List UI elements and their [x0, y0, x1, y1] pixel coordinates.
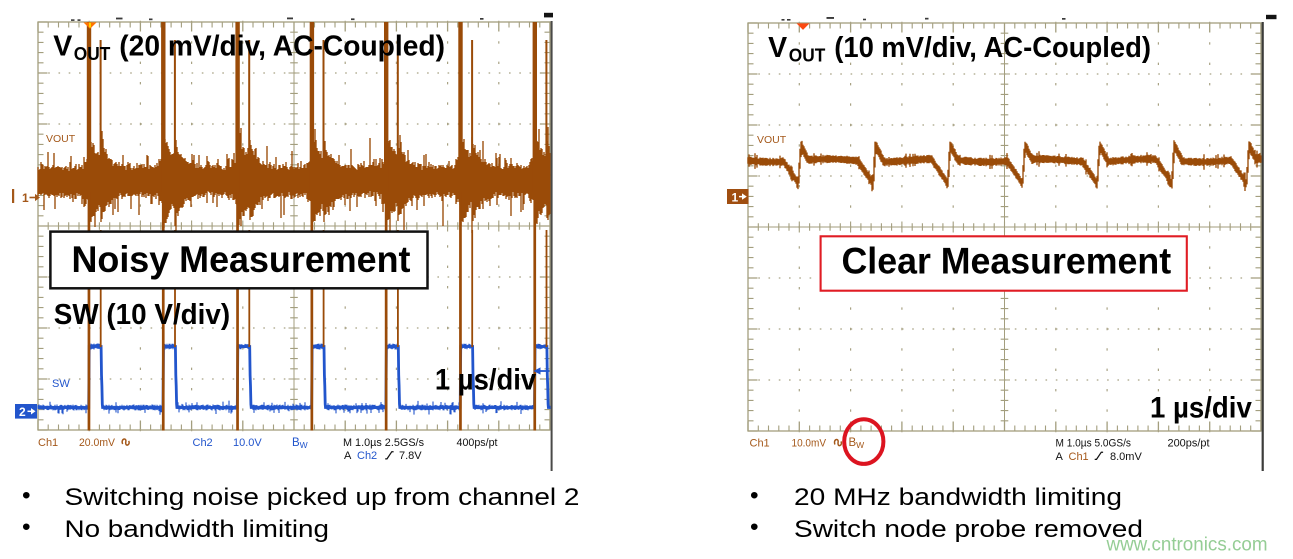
svg-text:1: 1 [22, 191, 29, 205]
svg-text:BW: BW [292, 437, 308, 450]
svg-text:200ps/pt: 200ps/pt [1168, 438, 1210, 450]
svg-text:Ch2: Ch2 [193, 437, 213, 449]
svg-text:VOUT: VOUT [46, 133, 76, 145]
svg-text:A: A [344, 450, 352, 462]
svg-text:2: 2 [19, 405, 26, 419]
svg-text:1 µs/div: 1 µs/div [435, 364, 537, 397]
svg-text:Switch node probe removed: Switch node probe removed [794, 516, 1143, 543]
svg-text:V: V [768, 32, 787, 64]
svg-text:Ch1: Ch1 [1069, 451, 1089, 463]
svg-text:OUT: OUT [789, 46, 826, 66]
svg-text:OUT: OUT [74, 44, 111, 64]
svg-text:Noisy Measurement: Noisy Measurement [72, 238, 411, 280]
svg-text:SW: SW [52, 378, 70, 390]
svg-text:•: • [22, 482, 31, 509]
svg-text:A: A [1056, 451, 1064, 463]
svg-text:(10 mV/div, AC-Coupled): (10 mV/div, AC-Coupled) [834, 32, 1151, 64]
svg-text:V: V [53, 31, 72, 63]
svg-text:400ps/pt: 400ps/pt [457, 437, 498, 449]
svg-text:•: • [750, 514, 759, 541]
svg-text:Ch1: Ch1 [750, 438, 770, 450]
svg-text:•: • [22, 514, 31, 541]
svg-text:BW: BW [849, 437, 865, 450]
svg-text:Ch1: Ch1 [38, 437, 58, 449]
svg-text:10.0V: 10.0V [233, 437, 262, 449]
svg-text:•: • [750, 482, 759, 509]
svg-text:No bandwidth limiting: No bandwidth limiting [65, 516, 330, 543]
svg-text:M 1.0µs 2.5GS/s: M 1.0µs 2.5GS/s [343, 437, 424, 449]
svg-text:Switching noise picked up from: Switching noise picked up from channel 2 [65, 484, 580, 511]
svg-text:VOUT: VOUT [757, 134, 787, 146]
svg-text:7.8V: 7.8V [399, 450, 422, 462]
svg-text:(20 mV/div, AC-Coupled): (20 mV/div, AC-Coupled) [119, 31, 445, 63]
svg-text:20.0mV: 20.0mV [79, 437, 116, 449]
svg-text:10.0mV: 10.0mV [792, 438, 827, 450]
svg-text:M 1.0µs 5.0GS/s: M 1.0µs 5.0GS/s [1056, 438, 1132, 450]
svg-text:Ch2: Ch2 [357, 450, 377, 462]
svg-text:SW (10 V/div): SW (10 V/div) [54, 299, 230, 331]
svg-text:1: 1 [732, 191, 739, 205]
svg-text:www.cntronics.com: www.cntronics.com [1106, 534, 1268, 556]
svg-text:20 MHz bandwidth limiting: 20 MHz bandwidth limiting [794, 484, 1122, 511]
svg-text:8.0mV: 8.0mV [1110, 451, 1142, 463]
svg-text:1 µs/div: 1 µs/div [1150, 392, 1252, 425]
svg-text:Clear Measurement: Clear Measurement [842, 240, 1172, 282]
